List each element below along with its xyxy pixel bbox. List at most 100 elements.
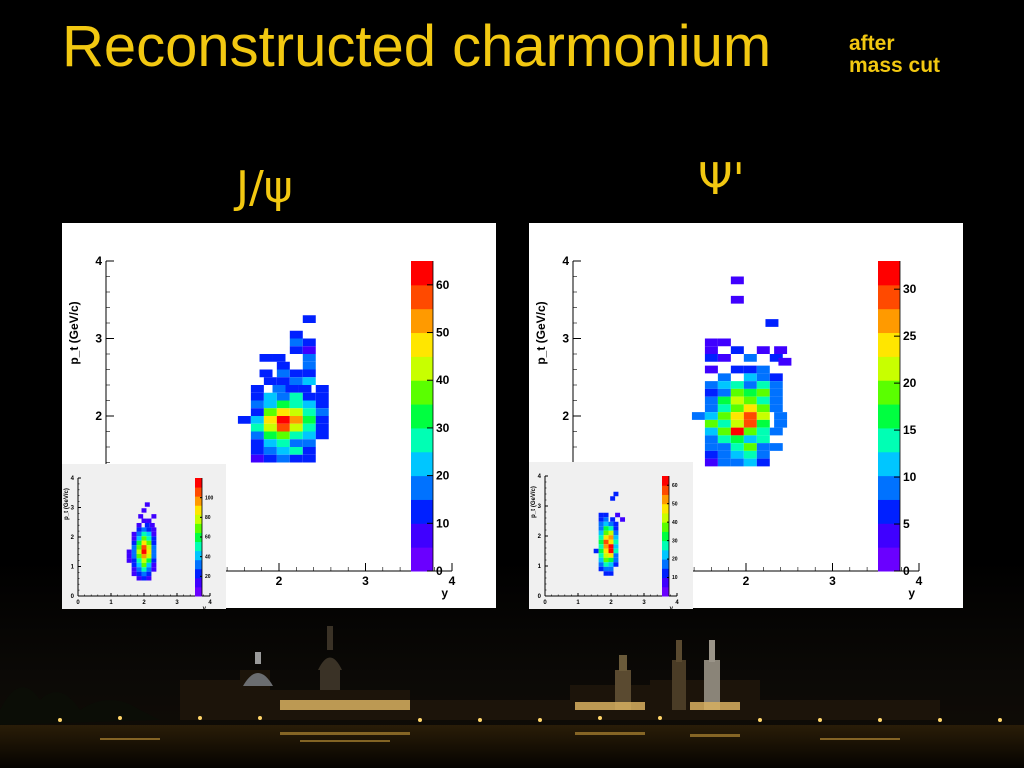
z-tick-label: 60 xyxy=(436,278,450,292)
heatmap-cell xyxy=(769,381,783,389)
palette-segment xyxy=(662,531,669,542)
heatmap-cell xyxy=(603,557,609,563)
palette-segment xyxy=(662,503,669,514)
heatmap-cell xyxy=(730,443,744,451)
palette-segment xyxy=(411,451,433,477)
palette-segment xyxy=(662,522,669,532)
heatmap-cell xyxy=(743,365,757,374)
heatmap-cell xyxy=(717,338,731,347)
heatmap-cell xyxy=(717,404,731,413)
heatmap-cell xyxy=(302,416,316,424)
heatmap-cell xyxy=(730,276,744,285)
heatmap-cell xyxy=(250,408,264,416)
palette-segment xyxy=(195,559,202,570)
heatmap-cell xyxy=(151,562,157,568)
heatmap-cell xyxy=(146,558,152,563)
y-axis-label: p_t (GeV/c) xyxy=(67,301,81,364)
heatmap-cell xyxy=(756,412,770,420)
heatmap-cell xyxy=(141,562,147,568)
palette-segment xyxy=(411,499,433,524)
palette-segment xyxy=(195,568,202,579)
heatmap-cell xyxy=(743,443,757,451)
heatmap-cell xyxy=(151,531,157,537)
heatmap-cell xyxy=(146,527,152,532)
heatmap-cell xyxy=(730,419,744,428)
heatmap-cell xyxy=(743,412,757,420)
y-tick-label: 0 xyxy=(538,594,542,600)
y-tick-label: 2 xyxy=(562,409,569,423)
heatmap-cell xyxy=(743,381,757,389)
heatmap-cell xyxy=(756,427,770,436)
heatmap-cell xyxy=(620,517,626,522)
heatmap-cell xyxy=(756,404,770,413)
heatmap-cell xyxy=(146,545,152,550)
heatmap-cell xyxy=(603,521,609,527)
z-tick-label: 20 xyxy=(436,469,450,483)
heatmap-cell xyxy=(250,423,264,432)
heatmap-cell xyxy=(151,558,157,563)
heatmap-cell xyxy=(608,548,614,554)
heatmap-cell xyxy=(302,400,316,409)
heatmap-cell xyxy=(136,549,142,554)
y-tick-label: 4 xyxy=(71,476,75,482)
heatmap-cell xyxy=(149,522,155,528)
heatmap-cell xyxy=(608,571,614,576)
palette-segment xyxy=(878,451,900,477)
heatmap-cell xyxy=(613,535,619,540)
heatmap-cell xyxy=(276,447,290,455)
heatmap-cell xyxy=(743,419,757,428)
heatmap-cell xyxy=(704,427,718,436)
heatmap-cell xyxy=(276,361,290,370)
heatmap-cell xyxy=(146,567,152,572)
heatmap-cell xyxy=(146,540,152,546)
palette-segment xyxy=(662,494,669,505)
palette-segment xyxy=(195,523,202,533)
heatmap-cell xyxy=(730,396,744,405)
heatmap-cell xyxy=(704,404,718,413)
heatmap-cell xyxy=(756,373,770,382)
heatmap-cell xyxy=(146,562,152,568)
heatmap-cell xyxy=(610,496,616,501)
y-axis-label: p_t (GeV/c) xyxy=(531,486,537,518)
heatmap-cell xyxy=(141,545,147,550)
heatmap-cell xyxy=(136,522,142,528)
heatmap-cell xyxy=(289,416,303,424)
heatmap-cell xyxy=(289,338,303,347)
heatmap-cell xyxy=(756,396,770,405)
z-tick-label: 30 xyxy=(436,421,450,435)
heatmap-cell xyxy=(756,450,770,459)
heatmap-cell xyxy=(136,576,142,581)
palette-segment xyxy=(411,308,433,334)
psi-prime-label: Ψ' xyxy=(698,154,745,205)
heatmap-cell xyxy=(704,388,718,397)
heatmap-cell xyxy=(598,557,604,563)
heatmap-cell xyxy=(613,544,619,549)
heatmap-cell xyxy=(613,530,619,536)
heatmap-cell xyxy=(769,354,783,362)
heatmap-cell xyxy=(730,381,744,389)
heatmap-cell xyxy=(603,571,609,576)
x-tick-label: 3 xyxy=(829,574,836,588)
palette-segment xyxy=(411,284,433,310)
heatmap-cell xyxy=(141,576,147,581)
heatmap-cell xyxy=(315,392,329,401)
heatmap-cell xyxy=(704,365,718,374)
heatmap-cell xyxy=(250,454,264,463)
heatmap-cell xyxy=(302,454,316,463)
heatmap-cell xyxy=(302,346,316,354)
heatmap-cell xyxy=(774,419,788,428)
heatmap-cell xyxy=(315,408,329,416)
heatmap-cell xyxy=(743,388,757,397)
heatmap-cell xyxy=(765,319,779,327)
heatmap-cell xyxy=(774,346,788,354)
heatmap-cell xyxy=(704,396,718,405)
palette-segment xyxy=(411,475,433,500)
heatmap-cell xyxy=(302,408,316,416)
heatmap-cell xyxy=(613,548,619,554)
heatmap-cell xyxy=(769,443,783,451)
heatmap-cell xyxy=(276,454,290,463)
heatmap-cell xyxy=(613,562,619,567)
heatmap-cell xyxy=(717,427,731,436)
palette-segment xyxy=(662,512,669,523)
